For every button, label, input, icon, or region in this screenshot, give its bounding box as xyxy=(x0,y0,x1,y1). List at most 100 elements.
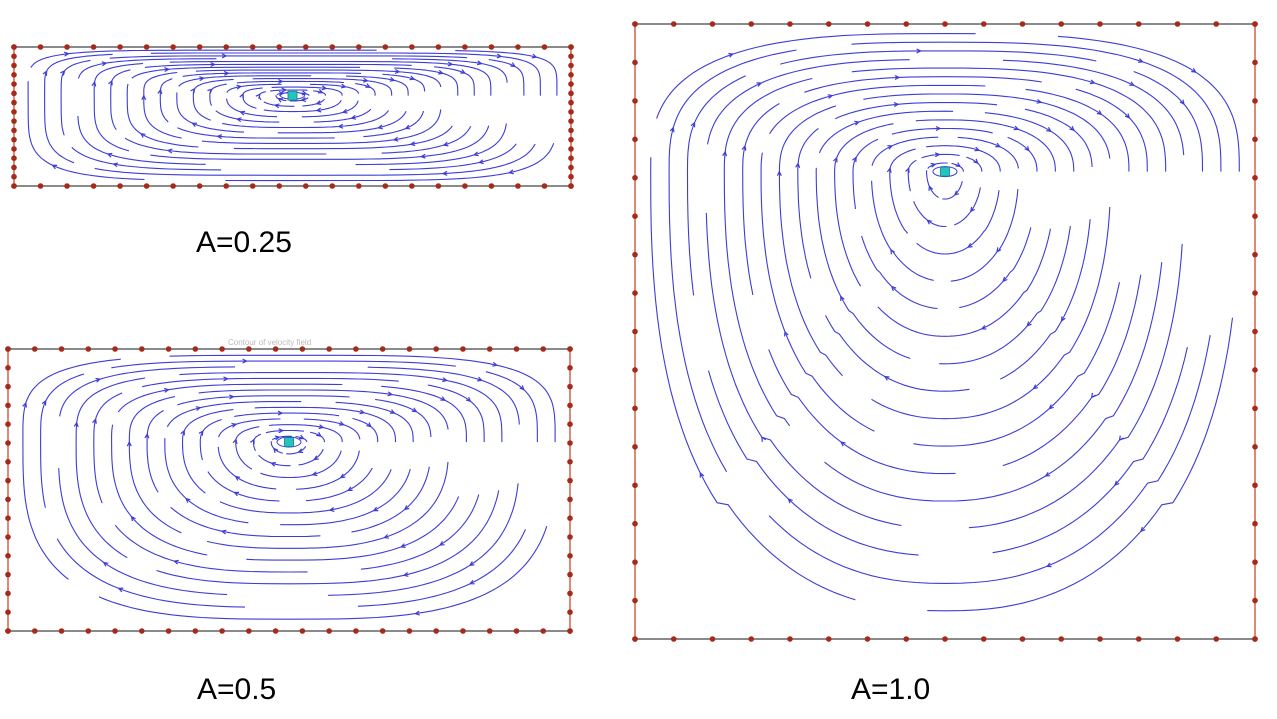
bottom-node xyxy=(670,636,677,642)
flow-arrow xyxy=(220,529,227,535)
top-node xyxy=(31,346,38,352)
flow-arrow xyxy=(438,540,445,546)
top-node xyxy=(356,44,362,50)
flow-arrow xyxy=(359,409,366,415)
streamline-segment xyxy=(40,373,85,508)
flow-arrow xyxy=(510,62,516,68)
flow-arrow xyxy=(930,162,937,168)
flow-arrow xyxy=(223,376,229,382)
flow-arrow xyxy=(95,377,102,383)
flow-arrow xyxy=(1045,562,1052,568)
top-node xyxy=(117,44,123,50)
left-node xyxy=(5,365,11,371)
flow-arrow xyxy=(365,83,372,88)
flow-arrow xyxy=(935,126,942,132)
flow-arrow xyxy=(690,121,696,128)
left-node xyxy=(5,421,11,427)
flow-arrow xyxy=(239,92,244,99)
left-node xyxy=(11,146,17,152)
right-node xyxy=(1252,251,1258,258)
flow-arrow xyxy=(1026,321,1032,327)
bottom-node xyxy=(864,636,871,642)
top-node xyxy=(272,346,279,352)
left-node xyxy=(632,559,638,565)
flow-arrow xyxy=(316,431,322,437)
streamline-segment xyxy=(656,33,976,119)
left-node xyxy=(632,59,638,66)
left-node xyxy=(5,515,11,521)
flow-arrow xyxy=(223,70,230,76)
flow-arrow xyxy=(1191,67,1197,73)
streamline-plot-a05 xyxy=(5,346,573,634)
streamline-segment xyxy=(915,119,1056,172)
top-node xyxy=(709,21,716,27)
flow-arrow xyxy=(440,396,447,401)
left-node xyxy=(11,164,17,171)
flow-arrow xyxy=(905,166,910,173)
top-node xyxy=(1097,21,1103,27)
streamline-segment xyxy=(927,317,1234,612)
flow-arrow xyxy=(472,151,479,157)
top-node xyxy=(246,346,252,352)
flow-arrow xyxy=(1044,471,1051,477)
streamline-segment xyxy=(93,392,123,504)
left-node xyxy=(5,383,11,390)
flow-arrow xyxy=(73,421,79,428)
left-node xyxy=(11,72,17,78)
bottom-node xyxy=(379,628,386,634)
top-node xyxy=(326,346,332,352)
top-node xyxy=(90,44,97,50)
streamline-segment xyxy=(246,496,460,561)
bottom-node xyxy=(276,183,283,189)
flow-arrow xyxy=(207,88,213,94)
bottom-node xyxy=(165,628,172,634)
flow-arrow xyxy=(389,76,396,82)
bottom-node xyxy=(748,636,755,642)
flow-arrow xyxy=(832,156,838,163)
left-node xyxy=(11,44,17,50)
flow-arrow xyxy=(234,475,241,481)
bottom-node xyxy=(980,636,987,642)
streamline-segment xyxy=(835,102,998,120)
streamline-segment xyxy=(382,73,426,92)
streamline-segment xyxy=(926,170,939,198)
streamline-segment xyxy=(234,412,340,418)
streamline-segment xyxy=(226,83,282,93)
streamline-segment xyxy=(797,127,819,279)
top-node xyxy=(515,44,521,50)
right-node xyxy=(567,571,573,578)
right-node xyxy=(568,62,574,69)
streamline-segment xyxy=(485,371,538,443)
flow-arrow xyxy=(699,471,705,478)
top-node xyxy=(112,346,118,352)
streamline-segment xyxy=(686,75,746,296)
flow-arrow xyxy=(242,358,248,364)
bottom-node xyxy=(1097,636,1103,642)
flow-arrow xyxy=(996,247,1002,253)
streamline-segment xyxy=(355,123,507,166)
flow-arrow xyxy=(274,435,281,441)
flow-arrow xyxy=(157,88,163,95)
right-node xyxy=(1252,98,1258,104)
streamline-segment xyxy=(1002,59,1185,156)
flow-arrow xyxy=(126,440,132,447)
flow-arrow xyxy=(130,515,136,522)
flow-arrow xyxy=(840,441,846,447)
left-node xyxy=(5,496,11,503)
streamline-segment xyxy=(298,449,324,466)
left-node xyxy=(632,174,638,181)
caption-a10: A=1.0 xyxy=(851,673,931,706)
streamline-segment xyxy=(199,418,222,461)
flow-arrow xyxy=(852,156,857,163)
flow-arrow xyxy=(1118,435,1124,442)
left-node xyxy=(632,328,638,335)
bottom-node xyxy=(353,628,359,634)
top-node xyxy=(1213,21,1220,27)
streamline-segment xyxy=(851,41,1222,172)
flow-arrow xyxy=(995,142,1002,148)
streamline-segment xyxy=(871,136,939,166)
streamline-segment xyxy=(142,377,399,388)
right-node xyxy=(567,421,573,427)
flow-arrow xyxy=(784,330,789,337)
right-node xyxy=(568,183,574,189)
